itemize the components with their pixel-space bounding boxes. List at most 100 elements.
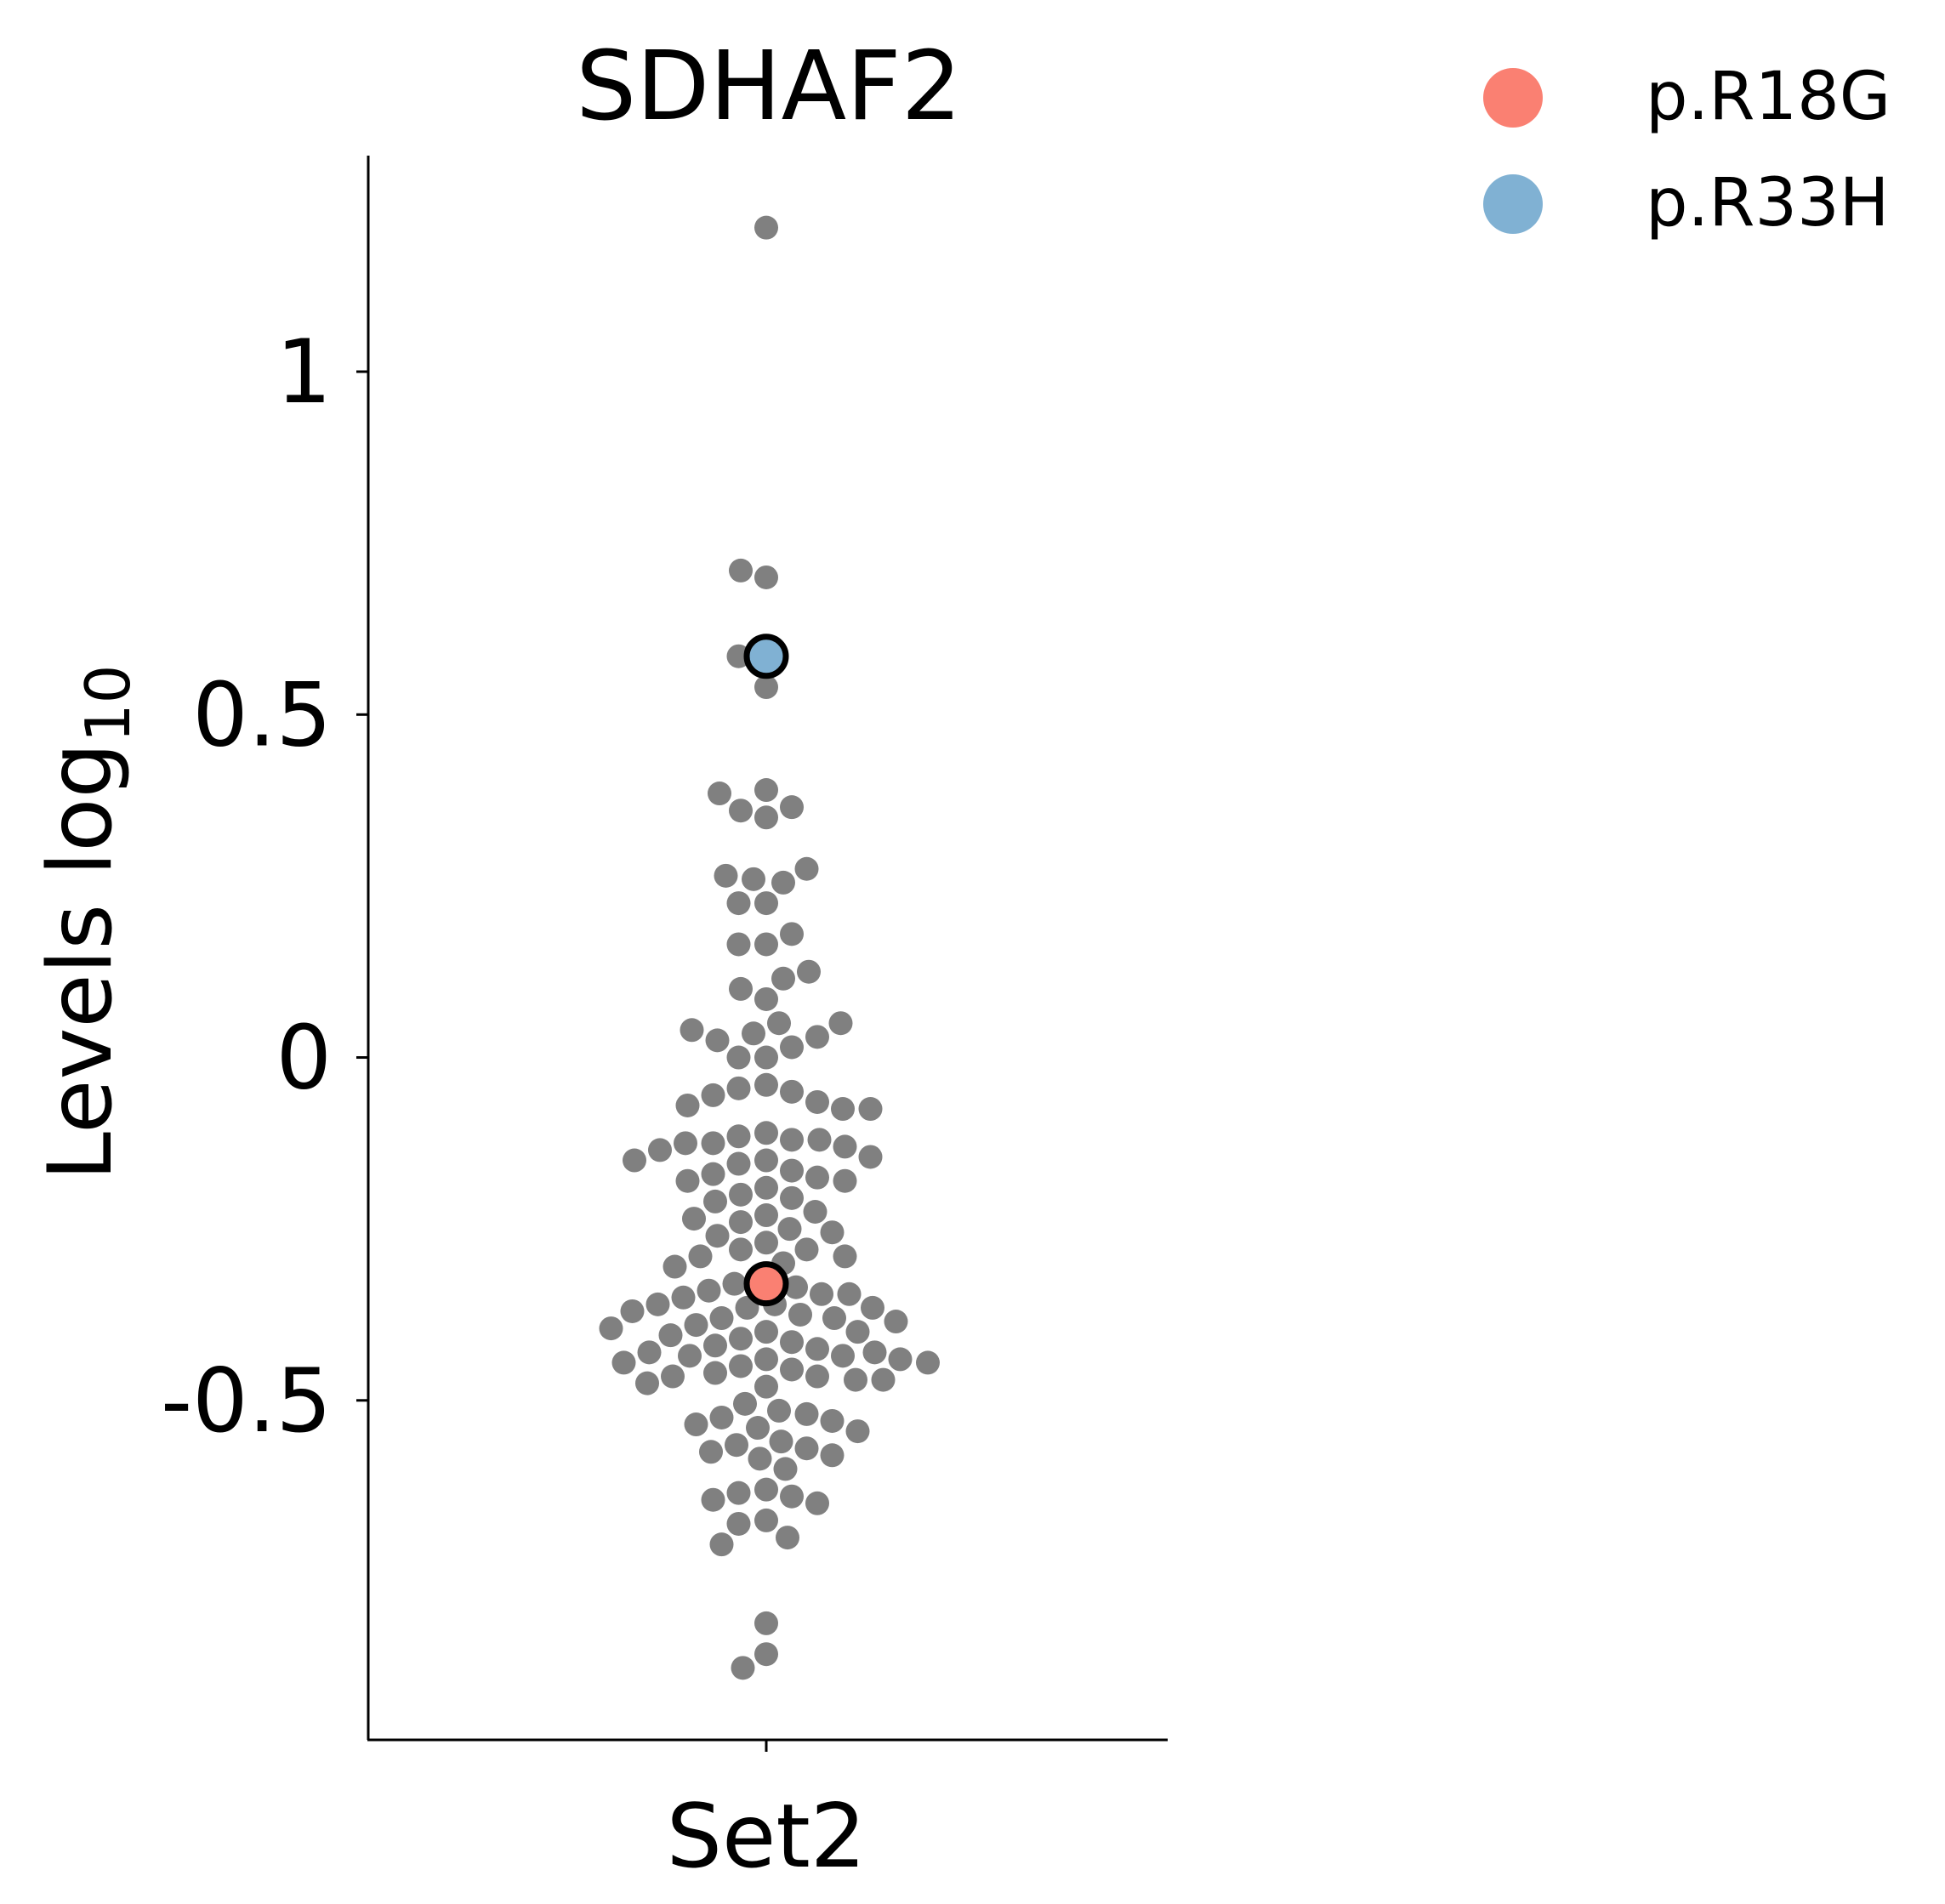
- legend-marker: [1483, 68, 1543, 128]
- data-point: [754, 1611, 778, 1635]
- data-point: [754, 675, 778, 700]
- data-point: [754, 1320, 778, 1344]
- data-point: [767, 1011, 791, 1036]
- data-point: [725, 1433, 748, 1458]
- y-tick-label: -0.5: [161, 1350, 332, 1452]
- data-point: [794, 1436, 819, 1461]
- data-point: [701, 1162, 725, 1186]
- data-point: [754, 1347, 778, 1372]
- data-point: [754, 1121, 778, 1145]
- y-axis-label-main: Levels log: [30, 742, 132, 1180]
- data-point: [805, 1089, 829, 1114]
- data-point: [699, 1440, 723, 1464]
- data-point: [754, 932, 778, 957]
- data-point: [754, 215, 778, 240]
- data-point: [780, 1035, 804, 1060]
- data-point: [805, 1165, 829, 1190]
- data-point: [726, 1481, 751, 1505]
- data-point: [729, 1327, 753, 1351]
- data-point: [648, 1138, 672, 1162]
- legend-label: p.R18G: [1646, 59, 1891, 135]
- data-point: [680, 1018, 704, 1043]
- data-point: [663, 1254, 687, 1279]
- data-point: [729, 799, 753, 823]
- y-axis-label-subscript: 10: [72, 665, 144, 743]
- data-point: [780, 1158, 804, 1183]
- data-point: [684, 1412, 708, 1437]
- data-point: [754, 891, 778, 916]
- data-point: [675, 1168, 700, 1193]
- data-point: [780, 922, 804, 946]
- data-point: [754, 1072, 778, 1097]
- data-point: [705, 1224, 730, 1248]
- data-point: [701, 1487, 725, 1512]
- data-point: [754, 1374, 778, 1399]
- data-point: [780, 1357, 804, 1382]
- data-point: [705, 1028, 730, 1053]
- data-point: [742, 867, 765, 891]
- y-tick-label: 0.5: [192, 664, 332, 766]
- data-point: [611, 1350, 636, 1375]
- data-point: [831, 1344, 855, 1368]
- data-point: [776, 1526, 799, 1550]
- data-point: [726, 891, 751, 916]
- data-point: [703, 1333, 727, 1358]
- data-point: [858, 1097, 883, 1122]
- highlight-points: [743, 634, 789, 1307]
- data-point: [701, 1083, 725, 1107]
- data-point: [754, 1642, 778, 1667]
- data-point: [777, 1217, 802, 1242]
- data-point: [746, 1416, 770, 1441]
- data-point: [820, 1443, 845, 1468]
- data-point: [797, 959, 821, 984]
- data-point: [820, 1220, 845, 1245]
- data-point: [754, 1175, 778, 1200]
- data-point: [833, 1244, 857, 1269]
- data-point: [729, 1182, 753, 1207]
- data-point: [729, 1237, 753, 1262]
- data-point: [729, 976, 753, 1001]
- data-point: [888, 1347, 913, 1372]
- data-point: [807, 1128, 832, 1152]
- data-point: [733, 1391, 757, 1416]
- data-point: [754, 986, 778, 1011]
- data-point: [861, 1295, 884, 1320]
- data-point: [794, 1401, 819, 1426]
- data-point: [884, 1310, 908, 1334]
- background-points: [599, 215, 940, 1680]
- data-point: [726, 1045, 751, 1070]
- data-point: [810, 1282, 833, 1306]
- data-point: [729, 1210, 753, 1235]
- data-point: [623, 1148, 646, 1173]
- legend: p.R18G p.R33H: [1483, 59, 1891, 242]
- data-point: [820, 1408, 845, 1433]
- legend-label: p.R33H: [1646, 165, 1889, 242]
- y-axis-label: Levels log10: [30, 665, 144, 1181]
- y-tick-label: 0: [276, 1008, 332, 1110]
- data-point: [833, 1168, 857, 1193]
- data-point: [831, 1097, 855, 1122]
- data-point: [754, 565, 778, 589]
- data-point: [729, 558, 753, 583]
- data-point: [805, 1491, 829, 1515]
- data-point: [780, 795, 804, 820]
- data-point: [754, 1045, 778, 1070]
- data-point: [784, 1275, 808, 1299]
- data-point: [748, 1446, 772, 1471]
- data-point: [709, 1405, 734, 1429]
- y-ticks: 1 0.5 0 -0.5: [161, 321, 368, 1452]
- data-point: [675, 1093, 700, 1117]
- data-point: [773, 1457, 798, 1481]
- legend-marker: [1483, 174, 1543, 234]
- data-point: [726, 1151, 751, 1176]
- data-point: [754, 778, 778, 803]
- data-point: [845, 1320, 870, 1344]
- data-point: [780, 1128, 804, 1152]
- x-tick-label: Set2: [667, 1786, 867, 1888]
- data-point: [726, 932, 751, 957]
- data-point: [769, 1429, 793, 1454]
- data-point: [697, 1278, 721, 1303]
- data-point: [754, 1230, 778, 1255]
- data-point: [805, 1025, 829, 1049]
